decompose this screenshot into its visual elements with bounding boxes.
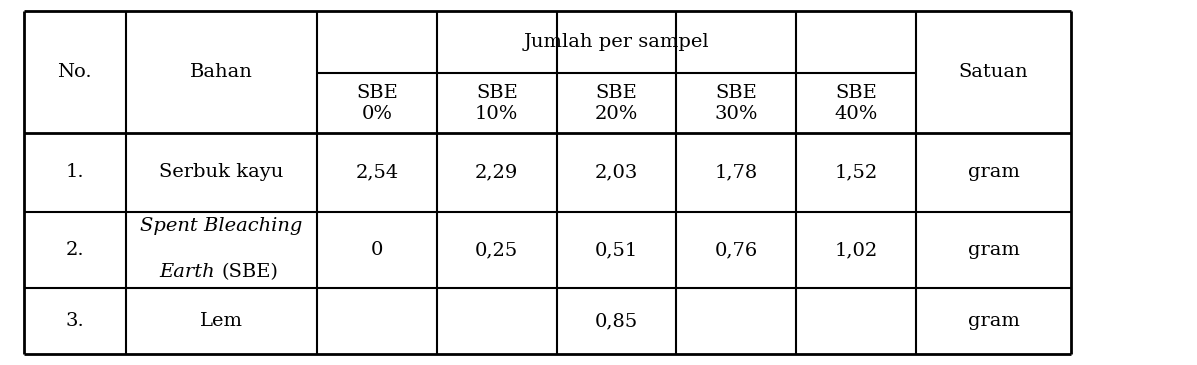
Text: gram: gram xyxy=(967,241,1020,259)
Text: 0,76: 0,76 xyxy=(715,241,758,259)
Text: 1,52: 1,52 xyxy=(834,164,877,181)
Text: 3.: 3. xyxy=(66,312,84,330)
Text: gram: gram xyxy=(967,164,1020,181)
Text: Bahan: Bahan xyxy=(190,63,253,81)
Text: 2,54: 2,54 xyxy=(356,164,399,181)
Text: 0: 0 xyxy=(371,241,383,259)
Text: 0,25: 0,25 xyxy=(475,241,518,259)
Text: 0,85: 0,85 xyxy=(595,312,638,330)
Text: Lem: Lem xyxy=(200,312,243,330)
Text: Jumlah per sampel: Jumlah per sampel xyxy=(523,33,710,51)
Text: (SBE): (SBE) xyxy=(221,263,279,281)
Text: Satuan: Satuan xyxy=(959,63,1028,81)
Text: 1,78: 1,78 xyxy=(715,164,758,181)
Text: 2,03: 2,03 xyxy=(595,164,638,181)
Text: SBE
0%: SBE 0% xyxy=(357,84,397,123)
Text: gram: gram xyxy=(967,312,1020,330)
Text: 1.: 1. xyxy=(66,164,84,181)
Text: 2,29: 2,29 xyxy=(475,164,518,181)
Text: Serbuk kayu: Serbuk kayu xyxy=(159,164,284,181)
Text: 2.: 2. xyxy=(66,241,84,259)
Text: 1,02: 1,02 xyxy=(834,241,877,259)
Text: Earth: Earth xyxy=(159,263,221,281)
Text: SBE
40%: SBE 40% xyxy=(834,84,877,123)
Text: Spent Bleaching: Spent Bleaching xyxy=(140,217,303,235)
Text: SBE
30%: SBE 30% xyxy=(715,84,758,123)
Text: No.: No. xyxy=(57,63,92,81)
Text: SBE
10%: SBE 10% xyxy=(475,84,518,123)
Text: SBE
20%: SBE 20% xyxy=(595,84,638,123)
Text: 0,51: 0,51 xyxy=(595,241,638,259)
